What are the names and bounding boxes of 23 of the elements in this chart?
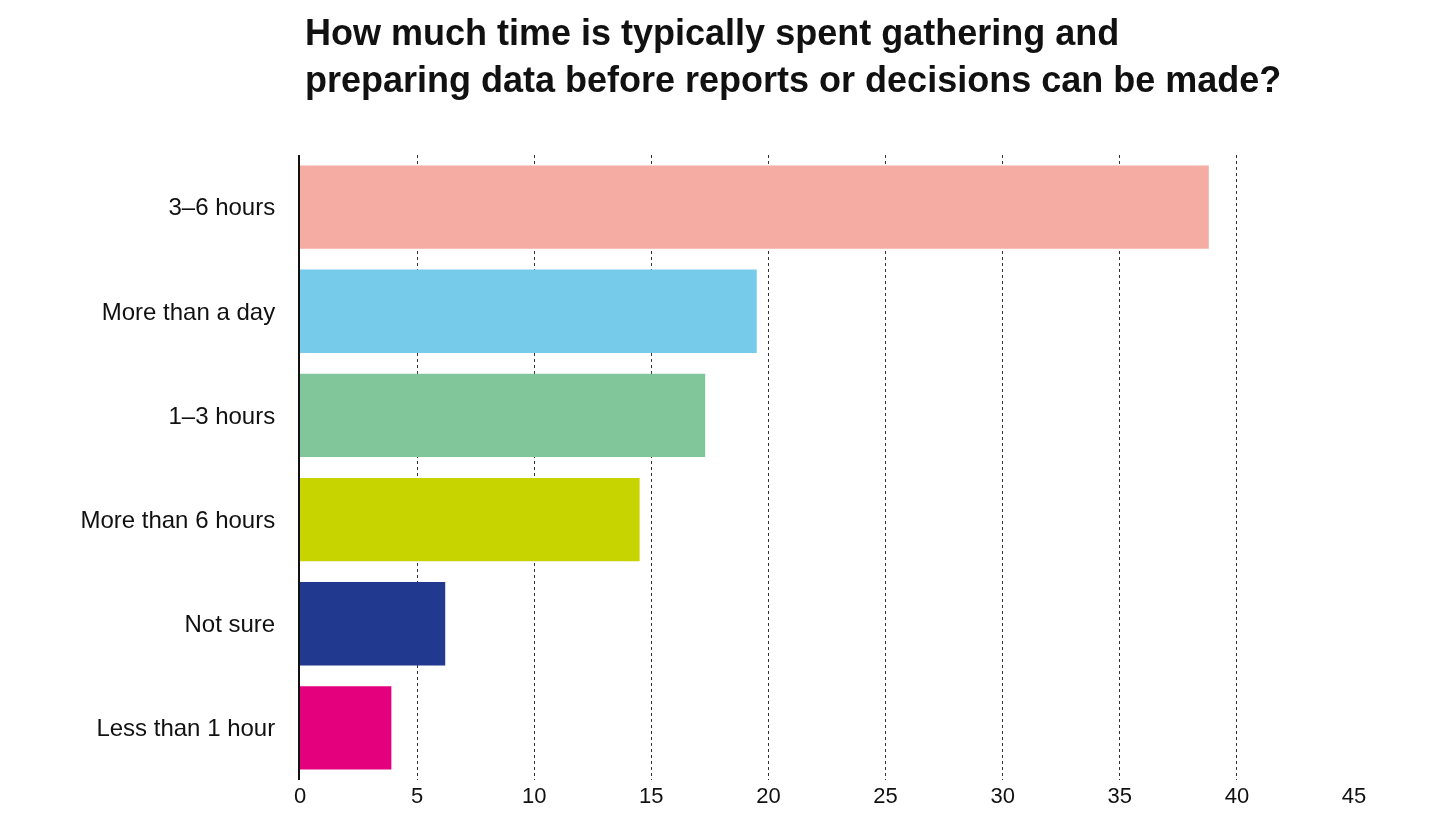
x-tick-label: 25 — [873, 783, 898, 808]
bar — [300, 477, 640, 562]
y-tick-label: More than a day — [101, 297, 276, 325]
y-tick-label: 3–6 hours — [168, 193, 276, 221]
y-tick-label: 1–3 hours — [168, 401, 276, 429]
x-tick-label: 30 — [990, 783, 1015, 808]
bar — [300, 373, 706, 458]
x-tick-label: 5 — [410, 783, 424, 808]
x-tick-label: 0 — [293, 783, 307, 808]
x-tick-label: 40 — [1224, 783, 1250, 808]
x-tick-label: 20 — [756, 783, 781, 808]
y-tick-label: Less than 1 hour — [96, 714, 276, 742]
x-tick-label: 15 — [639, 783, 664, 808]
bar — [300, 686, 392, 770]
y-tick-label: Not sure — [184, 610, 276, 638]
bar — [300, 582, 446, 666]
x-tick-label: 10 — [521, 783, 547, 808]
chart-title: How much time is typically spent gathering and preparing data before reports or decisions can be made? — [305, 12, 1282, 101]
x-tick-label: 35 — [1107, 783, 1133, 808]
bar — [300, 165, 1209, 249]
x-tick-label: 45 — [1341, 783, 1367, 808]
y-tick-label: More than 6 hours — [80, 505, 276, 533]
bar — [300, 269, 757, 353]
